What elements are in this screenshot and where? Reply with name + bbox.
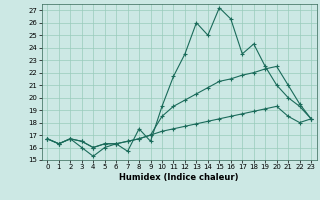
X-axis label: Humidex (Indice chaleur): Humidex (Indice chaleur) — [119, 173, 239, 182]
